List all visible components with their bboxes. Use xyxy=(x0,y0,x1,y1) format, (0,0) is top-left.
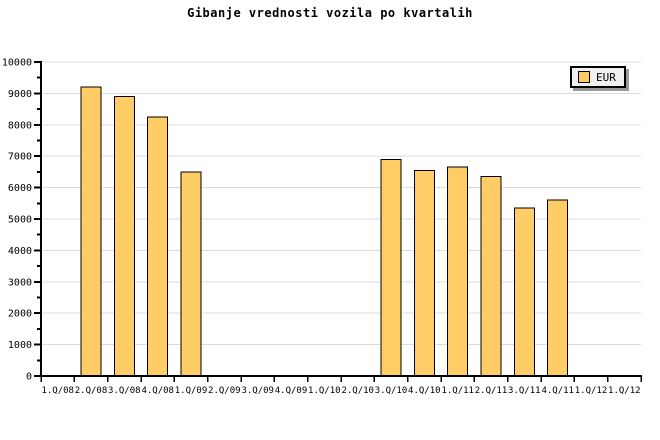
x-tick-label: 1.Q/11 xyxy=(441,386,474,396)
y-tick-label: 6000 xyxy=(8,183,32,194)
bar-3q10 xyxy=(380,158,402,377)
x-tick-label: 1.Q/08 xyxy=(41,386,74,396)
legend-label: EUR xyxy=(596,70,616,84)
legend-swatch-eur xyxy=(578,71,590,83)
bar-2q08 xyxy=(80,86,102,377)
x-tick-label: 1.Q/10 xyxy=(308,386,341,396)
x-tick-label: 1.Q/09 xyxy=(175,386,208,396)
y-tick-label: 5000 xyxy=(8,215,32,226)
bar-4q08 xyxy=(147,116,169,377)
bar-1q09 xyxy=(180,171,202,377)
x-tick-label: 4.Q/10 xyxy=(408,386,441,396)
x-tick-label: 1.Q/12 xyxy=(608,386,641,396)
bar-4q11 xyxy=(547,199,569,377)
bar-3q11 xyxy=(513,207,535,377)
x-tick-label: 3.Q/11 xyxy=(508,386,541,396)
x-tick-labels: 1.Q/08 2.Q/08 3.Q/08 4.Q/08 1.Q/09 2.Q/09 3.Q/… xyxy=(41,386,640,396)
y-tick-label: 2000 xyxy=(8,309,32,320)
y-tick-labels: 0 1000 2000 3000 4000 5000 6000 7000 8000 9000 100… xyxy=(2,58,32,383)
chart-title: Gibanje vrednosti vozila po kvartalih xyxy=(187,6,473,20)
y-tick-label: 4000 xyxy=(8,246,32,257)
y-tick-label: 7000 xyxy=(8,152,32,163)
bar-4q10 xyxy=(413,169,435,377)
gridlines xyxy=(41,61,641,346)
y-tick-label: 8000 xyxy=(8,120,32,131)
y-tick-label: 1000 xyxy=(8,340,32,351)
axes xyxy=(34,61,642,382)
y-tick-label: 3000 xyxy=(8,277,32,288)
x-tick-label: 1.Q/12 xyxy=(575,386,608,396)
x-tick-label: 3.Q/09 xyxy=(241,386,274,396)
x-tick-label: 2.Q/09 xyxy=(208,386,241,396)
y-tick-label: 10000 xyxy=(2,58,32,69)
bar-2q11 xyxy=(480,176,502,377)
x-tick-label: 4.Q/11 xyxy=(541,386,574,396)
x-tick-label: 3.Q/08 xyxy=(108,386,141,396)
x-tick-label: 4.Q/08 xyxy=(141,386,174,396)
x-tick-label: 2.Q/11 xyxy=(475,386,508,396)
bar-3q08 xyxy=(113,96,135,377)
legend-box: EUR xyxy=(570,66,626,88)
bar-1q11 xyxy=(447,166,469,377)
y-tick-label: 0 xyxy=(26,372,32,383)
x-tick-label: 2.Q/08 xyxy=(75,386,108,396)
x-tick-label: 3.Q/10 xyxy=(375,386,408,396)
bar-series-eur xyxy=(80,86,569,377)
x-tick-label: 2.Q/10 xyxy=(341,386,374,396)
x-tick-label: 4.Q/09 xyxy=(275,386,308,396)
y-tick-label: 9000 xyxy=(8,89,32,100)
